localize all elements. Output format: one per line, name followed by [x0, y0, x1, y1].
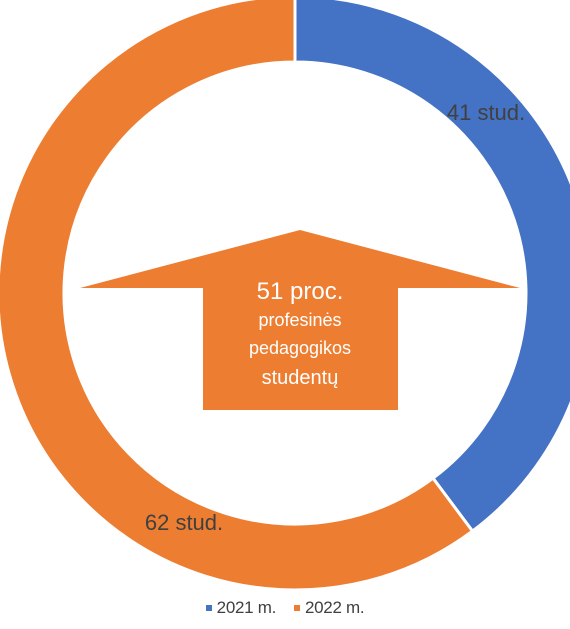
data-labels-layer: 41 stud. 62 stud. [145, 100, 525, 535]
slices-layer [0, 0, 570, 592]
donut-slice-2021 [293, 0, 570, 534]
legend-swatch-2022 [294, 605, 300, 611]
legend-swatch-2021 [205, 605, 212, 611]
chart-legend: 2021 m. 2022 m. [0, 598, 570, 618]
center-callout: 51 proc. profesinės pedagogikos studentų [80, 230, 520, 410]
legend-label-2021: 2021 m. [216, 598, 277, 617]
data-label-2022: 62 stud. [145, 510, 223, 535]
legend-item-2021: 2021 m. [205, 598, 277, 618]
data-label-2021: 41 stud. [447, 100, 525, 125]
callout-line-3: pedagogikos [249, 338, 351, 358]
callout-line-2: profesinės [258, 310, 341, 330]
callout-line-1: 51 proc. [257, 278, 344, 305]
callout-arrow-shape [80, 230, 520, 410]
legend-item-2022: 2022 m. [294, 598, 365, 618]
callout-line-4: studentų [262, 367, 339, 389]
legend-label-2022: 2022 m. [305, 598, 365, 617]
donut-slice-2022 [0, 0, 473, 590]
